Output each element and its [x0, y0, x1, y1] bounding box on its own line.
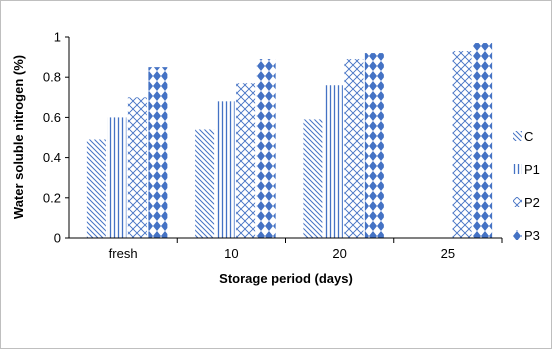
bar-p3-fresh — [148, 67, 168, 239]
bar-p2-25 — [452, 51, 472, 238]
x-tick-label: 10 — [224, 246, 238, 261]
bar-c-20 — [303, 119, 323, 238]
bar-p3-20 — [364, 53, 384, 238]
legend-label-c: C — [524, 129, 533, 144]
y-tick-label: 0.4 — [43, 150, 61, 165]
y-tick-label: 0.8 — [43, 70, 61, 85]
y-axis-title: Water soluble nitrogen (%) — [11, 55, 26, 219]
y-tick-label: 0.6 — [43, 110, 61, 125]
y-tick-label: 1 — [54, 30, 61, 45]
legend-label-p1: P1 — [524, 162, 540, 177]
y-tick-label: 0 — [54, 231, 61, 246]
x-tick-label: fresh — [109, 246, 138, 261]
bar-p1-10 — [215, 101, 235, 238]
y-axis: 0 0.2 0.4 0.6 0.8 1 — [43, 30, 69, 246]
bar-p3-10 — [256, 59, 276, 238]
x-axis-title: Storage period (days) — [219, 271, 353, 286]
bar-p3-25 — [473, 43, 493, 238]
x-axis: fresh 10 20 25 — [109, 238, 503, 261]
bar-p2-10 — [236, 83, 256, 238]
x-tick-label: 25 — [441, 246, 455, 261]
bar-p2-20 — [344, 59, 364, 238]
bar-p2-fresh — [127, 97, 147, 238]
bar-p1-20 — [323, 85, 343, 239]
legend-label-p3: P3 — [524, 228, 540, 243]
x-tick-label: 20 — [332, 246, 346, 261]
bar-c-fresh — [86, 139, 106, 238]
legend-swatch-p1 — [513, 164, 522, 174]
legend-swatch-p2 — [513, 197, 522, 207]
bars — [86, 43, 493, 239]
legend: C P1 P2 P3 — [513, 129, 540, 243]
legend-label-p2: P2 — [524, 195, 540, 210]
y-tick-label: 0.2 — [43, 190, 61, 205]
legend-swatch-c — [513, 131, 522, 141]
bar-p1-fresh — [107, 117, 127, 238]
bar-c-10 — [195, 129, 215, 238]
legend-swatch-p3 — [513, 230, 522, 240]
